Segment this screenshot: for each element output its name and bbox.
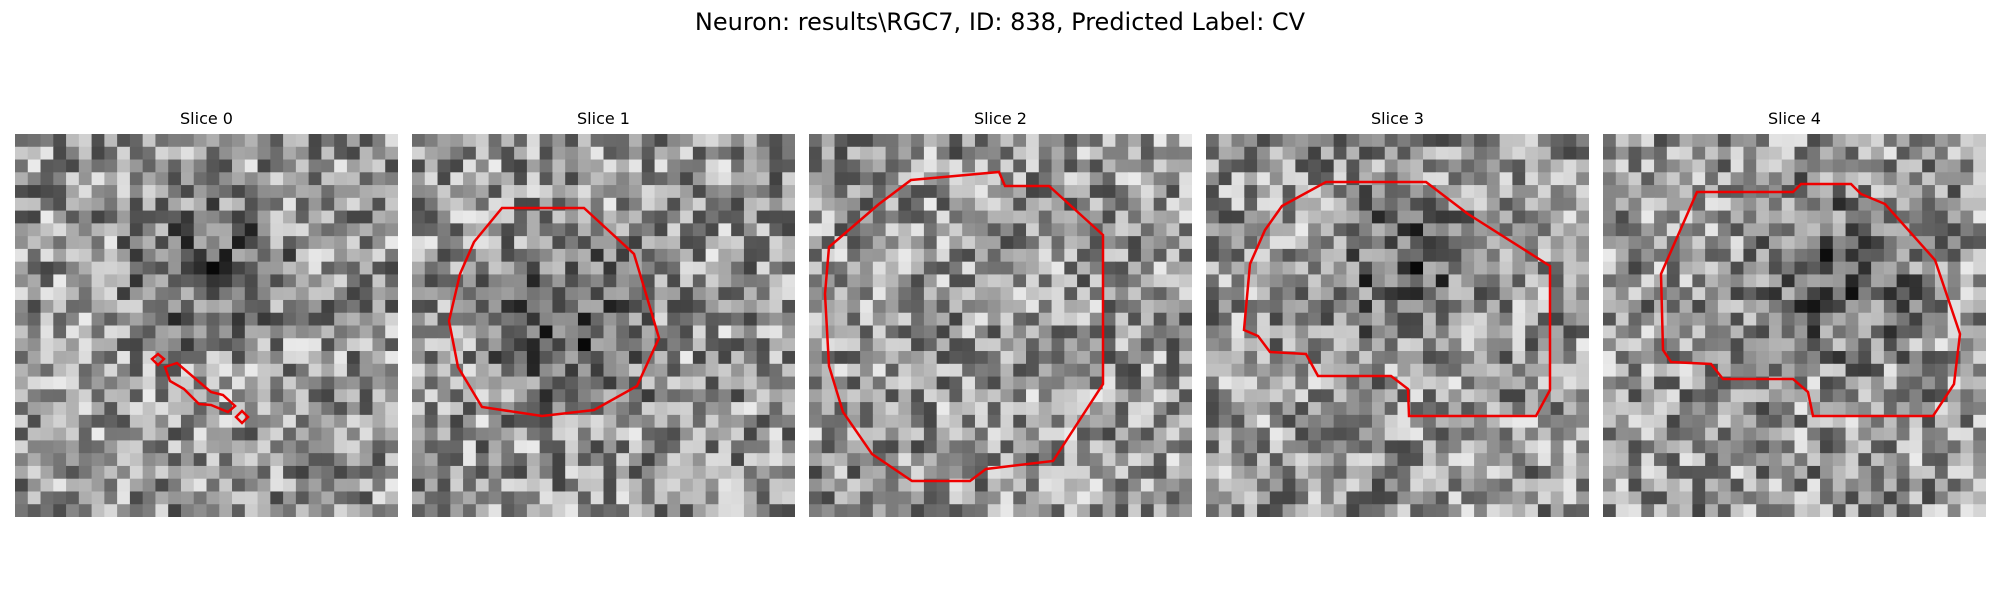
slice-image-0	[15, 134, 398, 517]
slice-panel-3: Slice 3	[1206, 108, 1589, 517]
figure-title: Neuron: results\RGC7, ID: 838, Predicted…	[694, 8, 1306, 36]
slice-panel-1: Slice 1	[412, 108, 795, 517]
pixel-grid-1	[412, 134, 795, 517]
roi-contour-1	[447, 206, 661, 418]
slice-title-2: Slice 2	[974, 109, 1027, 128]
slice-image-2	[809, 134, 1192, 517]
roi-contour-0	[150, 352, 250, 425]
slice-image-3	[1206, 134, 1589, 517]
slice-panel-0: Slice 0	[15, 108, 398, 517]
roi-contour-4	[1659, 182, 1962, 418]
pixel-grid-0	[15, 134, 398, 517]
pixel-grid-3	[1206, 134, 1589, 517]
pixel-grid-2	[809, 134, 1192, 517]
roi-contour-3	[1242, 180, 1552, 418]
slice-panel-2: Slice 2	[809, 108, 1192, 517]
roi-contour-2	[823, 170, 1105, 483]
pixel-grid-4	[1603, 134, 1986, 517]
slice-title-3: Slice 3	[1371, 109, 1424, 128]
slice-image-4	[1603, 134, 1986, 517]
slice-title-4: Slice 4	[1768, 109, 1821, 128]
slice-title-0: Slice 0	[180, 109, 233, 128]
slice-panel-4: Slice 4	[1603, 108, 1986, 517]
slice-image-1	[412, 134, 795, 517]
slice-title-1: Slice 1	[577, 109, 630, 128]
